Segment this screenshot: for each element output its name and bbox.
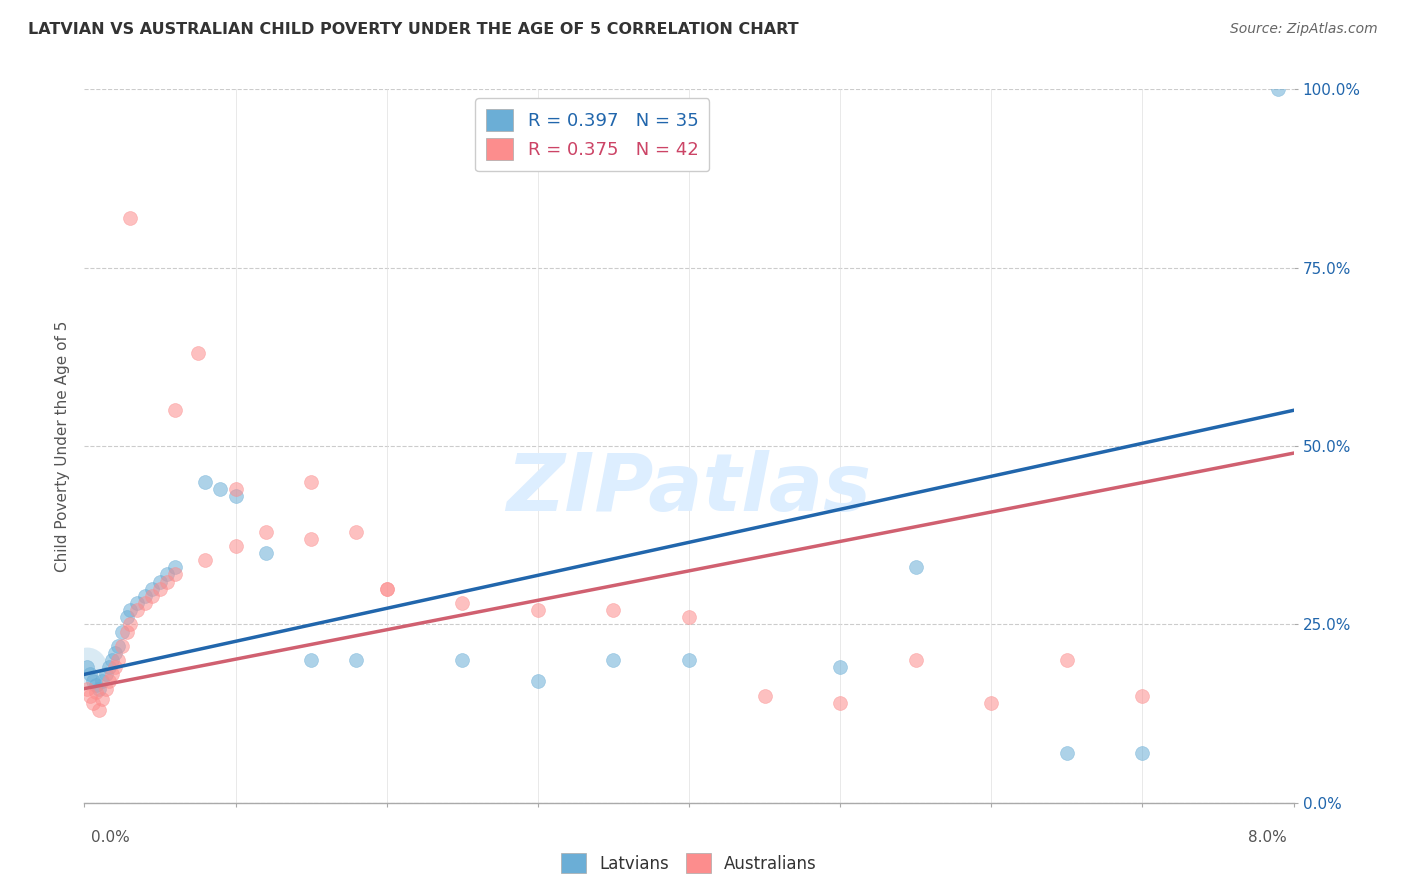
- Latvians: [678, 653, 700, 667]
- Australians: [754, 689, 776, 703]
- Point: [76, 660, 98, 674]
- Latvians: [79, 667, 101, 681]
- Australians: [79, 689, 101, 703]
- Latvians: [134, 589, 156, 603]
- Australians: [163, 567, 186, 582]
- Australians: [254, 524, 277, 539]
- Latvians: [830, 660, 852, 674]
- Australians: [225, 482, 247, 496]
- Latvians: [141, 582, 163, 596]
- Australians: [89, 703, 111, 717]
- Australians: [980, 696, 1002, 710]
- Latvians: [194, 475, 217, 489]
- Australians: [97, 674, 120, 689]
- Australians: [149, 582, 172, 596]
- Latvians: [104, 646, 127, 660]
- Latvians: [225, 489, 247, 503]
- Australians: [602, 603, 624, 617]
- Australians: [104, 660, 127, 674]
- Text: 8.0%: 8.0%: [1247, 830, 1286, 845]
- Australians: [91, 692, 114, 706]
- Latvians: [91, 674, 114, 689]
- Australians: [225, 539, 247, 553]
- Australians: [163, 403, 186, 417]
- Australians: [141, 589, 163, 603]
- Australians: [127, 603, 149, 617]
- Australians: [156, 574, 179, 589]
- Australians: [94, 681, 117, 696]
- Australians: [115, 624, 138, 639]
- Australians: [375, 582, 398, 596]
- Latvians: [527, 674, 550, 689]
- Latvians: [346, 653, 368, 667]
- Latvians: [209, 482, 232, 496]
- Australians: [904, 653, 927, 667]
- Australians: [527, 603, 550, 617]
- Australians: [82, 696, 104, 710]
- Latvians: [254, 546, 277, 560]
- Latvians: [1056, 746, 1078, 760]
- Latvians: [76, 660, 98, 674]
- Australians: [678, 610, 700, 624]
- Latvians: [1267, 82, 1289, 96]
- Text: ZIPatlas: ZIPatlas: [506, 450, 872, 528]
- Latvians: [86, 678, 108, 692]
- Latvians: [118, 603, 141, 617]
- Latvians: [94, 667, 117, 681]
- Latvians: [602, 653, 624, 667]
- Latvians: [156, 567, 179, 582]
- Australians: [76, 681, 98, 696]
- Latvians: [97, 660, 120, 674]
- Legend: Latvians, Australians: Latvians, Australians: [554, 847, 824, 880]
- Latvians: [299, 653, 322, 667]
- Latvians: [149, 574, 172, 589]
- Latvians: [904, 560, 927, 574]
- Australians: [451, 596, 474, 610]
- Australians: [194, 553, 217, 567]
- Australians: [299, 475, 322, 489]
- Australians: [86, 685, 108, 699]
- Australians: [187, 346, 209, 360]
- Text: 0.0%: 0.0%: [91, 830, 131, 845]
- Australians: [830, 696, 852, 710]
- Australians: [346, 524, 368, 539]
- Text: Source: ZipAtlas.com: Source: ZipAtlas.com: [1230, 22, 1378, 37]
- Australians: [100, 667, 122, 681]
- Australians: [375, 582, 398, 596]
- Australians: [1130, 689, 1153, 703]
- Latvians: [115, 610, 138, 624]
- Latvians: [82, 674, 104, 689]
- Text: LATVIAN VS AUSTRALIAN CHILD POVERTY UNDER THE AGE OF 5 CORRELATION CHART: LATVIAN VS AUSTRALIAN CHILD POVERTY UNDE…: [28, 22, 799, 37]
- Latvians: [163, 560, 186, 574]
- Australians: [107, 653, 129, 667]
- Latvians: [127, 596, 149, 610]
- Latvians: [111, 624, 134, 639]
- Latvians: [100, 653, 122, 667]
- Latvians: [1130, 746, 1153, 760]
- Latvians: [107, 639, 129, 653]
- Latvians: [451, 653, 474, 667]
- Australians: [118, 211, 141, 225]
- Australians: [118, 617, 141, 632]
- Latvians: [89, 681, 111, 696]
- Australians: [134, 596, 156, 610]
- Y-axis label: Child Poverty Under the Age of 5: Child Poverty Under the Age of 5: [55, 320, 70, 572]
- Australians: [1056, 653, 1078, 667]
- Australians: [299, 532, 322, 546]
- Australians: [111, 639, 134, 653]
